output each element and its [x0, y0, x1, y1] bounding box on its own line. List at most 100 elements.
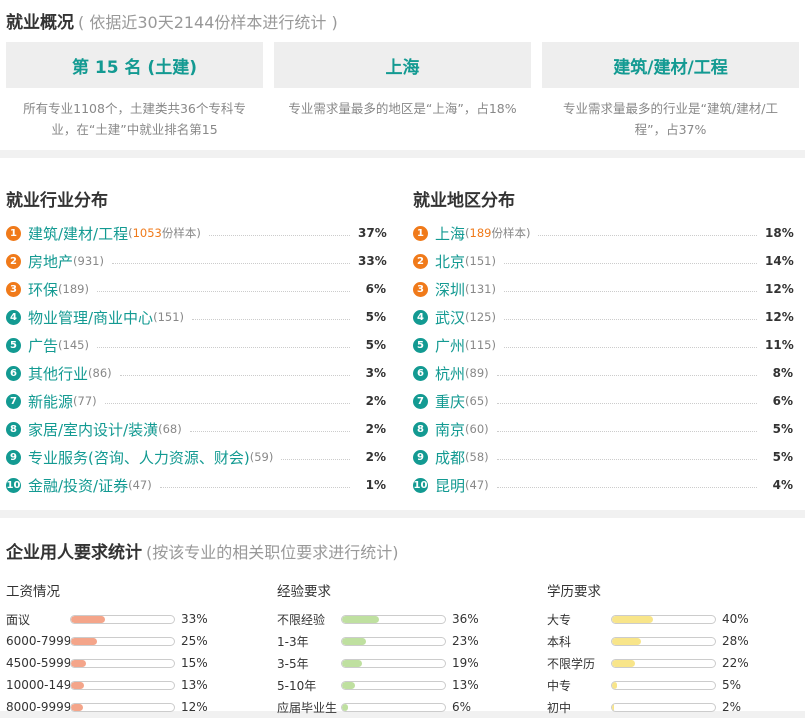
region-name-link[interactable]: 上海: [435, 224, 466, 243]
dotted-leader: [208, 234, 350, 236]
percentage: 3%: [365, 366, 386, 380]
region-name-link[interactable]: 重庆: [435, 392, 466, 411]
region-list-item: 7 重庆 (65) 6%: [413, 387, 793, 415]
count-open: (: [465, 226, 470, 240]
education-bar: [611, 702, 716, 712]
count-value: 89: [469, 366, 485, 380]
education-label: 初中: [547, 700, 572, 715]
count-value: 125: [469, 310, 492, 324]
sample-count: (68): [158, 422, 182, 436]
count-close: 份样本): [161, 226, 201, 240]
salary-bar: [70, 614, 175, 624]
count-close: ): [484, 450, 489, 464]
count-close: ): [491, 254, 496, 268]
dotted-leader: [111, 262, 350, 264]
region-name-link[interactable]: 深圳: [435, 280, 466, 299]
count-value: 131: [469, 282, 492, 296]
sample-count: (125): [465, 310, 496, 324]
percentage: 12%: [765, 310, 794, 324]
industry-name-link[interactable]: 专业服务(咨询、人力资源、财会): [28, 448, 250, 467]
sample-count: (60): [465, 422, 489, 436]
industry-name-link[interactable]: 物业管理/商业中心: [28, 308, 154, 327]
count-open: (: [153, 310, 158, 324]
salary-bar-fill: [71, 659, 87, 667]
dotted-leader: [119, 374, 350, 376]
industry-name-link[interactable]: 环保: [28, 280, 59, 299]
percentage: 37%: [358, 226, 387, 240]
salary-percentage: 12%: [181, 700, 208, 714]
dotted-leader: [496, 486, 757, 488]
count-value: 60: [469, 422, 485, 436]
industry-name-link[interactable]: 其他行业: [28, 364, 89, 383]
region-name-link[interactable]: 南京: [435, 420, 466, 439]
experience-label: 5-10年: [277, 678, 317, 693]
rank-number-badge: 10: [413, 477, 428, 493]
industry-name-link[interactable]: 新能源: [28, 392, 74, 411]
region-name-link[interactable]: 北京: [435, 252, 466, 271]
count-value: 1053: [132, 226, 162, 240]
count-value: 65: [469, 394, 485, 408]
sample-count: (59): [250, 450, 274, 464]
count-value: 86: [92, 366, 108, 380]
percentage: 5%: [365, 338, 386, 352]
region-name-link[interactable]: 昆明: [435, 476, 466, 495]
count-close: ): [107, 366, 112, 380]
count-value: 59: [254, 450, 269, 464]
industry-name-link[interactable]: 建筑/建材/工程: [28, 224, 129, 243]
experience-rows: 不限经验 36% 1-3年 23% 3-5年 19% 5-10年 13% 应届毕业生 6%: [277, 608, 517, 718]
industry-list-item: 3 环保 (189) 6%: [6, 275, 386, 303]
rank-number-badge: 5: [413, 337, 428, 353]
count-open: (: [465, 282, 470, 296]
dotted-leader: [503, 290, 757, 292]
experience-percentage: 36%: [452, 612, 479, 626]
industry-list-item: 4 物业管理/商业中心 (151) 5%: [6, 303, 386, 331]
education-percentage: 40%: [722, 612, 749, 626]
count-close: ): [484, 366, 489, 380]
rank-number-badge: 4: [413, 309, 428, 325]
industry-name-link[interactable]: 房地产: [28, 252, 74, 271]
experience-row: 3-5年 19%: [277, 652, 517, 674]
overview-title: 就业概况( 依据近30天2144份样本进行统计 ): [6, 8, 338, 33]
region-name-link[interactable]: 广州: [435, 336, 466, 355]
salary-column: 工资情况 面议 33% 6000-7999 25% 4500-5999 15% 10000-…: [6, 580, 246, 718]
industry-name-link[interactable]: 家居/室内设计/装潢: [28, 420, 159, 439]
industry-name-link[interactable]: 金融/投资/证券: [28, 476, 129, 495]
salary-bar-fill: [71, 637, 97, 645]
count-value: 151: [157, 310, 180, 324]
sample-count: (89): [465, 366, 489, 380]
industry-list-item: 5 广告 (145) 5%: [6, 331, 386, 359]
experience-percentage: 13%: [452, 678, 479, 692]
sample-count: (151): [465, 254, 496, 268]
count-close: 份样本): [491, 226, 531, 240]
region-name-link[interactable]: 成都: [435, 448, 466, 467]
percentage: 2%: [365, 422, 386, 436]
sample-count: (47): [128, 478, 152, 492]
rank-card: 第 15 名 (土建) 所有专业1108个，土建类共36个专科专业，在“土建”中…: [6, 42, 263, 140]
dotted-leader: [503, 346, 757, 348]
salary-row: 8000-9999 12%: [6, 696, 246, 718]
rank-number-badge: 3: [6, 281, 21, 297]
education-row: 大专 40%: [547, 608, 787, 630]
count-value: 189: [469, 226, 492, 240]
experience-row: 应届毕业生 6%: [277, 696, 517, 718]
sample-count: (189份样本): [465, 225, 530, 241]
count-open: (: [465, 338, 470, 352]
dotted-leader: [503, 262, 757, 264]
count-open: (: [465, 450, 470, 464]
education-percentage: 2%: [722, 700, 742, 714]
education-percentage: 28%: [722, 634, 749, 648]
rank-number-badge: 9: [413, 449, 428, 465]
percentage: 6%: [365, 282, 386, 296]
region-list-item: 8 南京 (60) 5%: [413, 415, 793, 443]
education-row: 不限学历 22%: [547, 652, 787, 674]
region-name-link[interactable]: 杭州: [435, 364, 466, 383]
region-name-link[interactable]: 武汉: [435, 308, 466, 327]
industry-name-link[interactable]: 广告: [28, 336, 59, 355]
salary-bar: [70, 636, 175, 646]
region-card: 上海 专业需求量最多的地区是“上海”，占18%: [274, 42, 531, 140]
count-close: ): [147, 478, 152, 492]
percentage: 14%: [765, 254, 794, 268]
rank-number-badge: 1: [6, 225, 21, 241]
sample-count: (1053份样本): [128, 225, 201, 241]
sample-count: (86): [88, 366, 112, 380]
